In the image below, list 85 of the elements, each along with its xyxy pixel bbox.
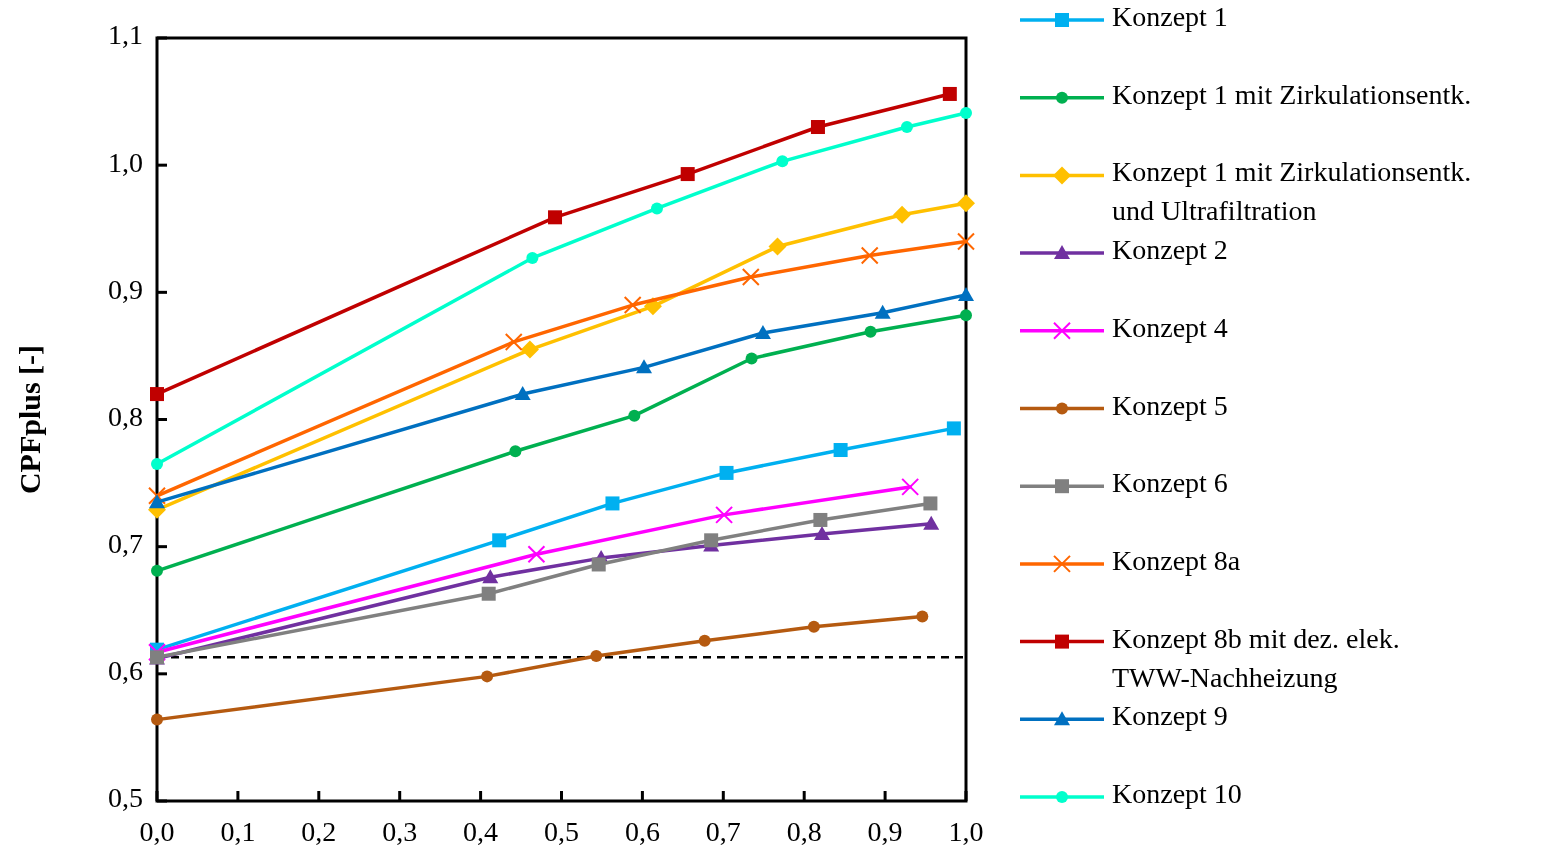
x-tick-label: 0,0 bbox=[139, 816, 175, 847]
legend-label: Konzept 6 bbox=[1112, 467, 1228, 499]
y-tick-label: 1,0 bbox=[108, 146, 143, 178]
y-axis-title: CPFplus [-] bbox=[13, 344, 46, 495]
point bbox=[481, 586, 496, 601]
point bbox=[704, 533, 719, 548]
x-tick-label: 0,5 bbox=[544, 816, 579, 847]
point bbox=[754, 325, 771, 340]
point bbox=[548, 210, 563, 225]
legend-label: Konzept 4 bbox=[1112, 312, 1228, 344]
legend-label: Konzept 1 mit Zirkulationsentk. bbox=[1112, 79, 1472, 111]
x-tick-label: 1,0 bbox=[948, 816, 984, 847]
point bbox=[957, 194, 975, 213]
point bbox=[698, 634, 711, 647]
point bbox=[958, 286, 974, 301]
point bbox=[923, 515, 940, 530]
x-tick-label: 0,8 bbox=[786, 816, 822, 847]
point bbox=[814, 525, 830, 540]
x-tick-label: 0,6 bbox=[624, 816, 660, 847]
point bbox=[860, 246, 879, 265]
x-tick-label: 0,3 bbox=[382, 816, 418, 847]
point bbox=[623, 296, 642, 315]
legend-label: Konzept 2 bbox=[1112, 234, 1228, 266]
point bbox=[942, 86, 957, 101]
point bbox=[960, 107, 972, 120]
y-tick-label: 0,6 bbox=[108, 655, 143, 687]
point bbox=[520, 340, 539, 359]
point bbox=[874, 304, 891, 319]
point bbox=[715, 505, 734, 524]
y-tick-label: 0,9 bbox=[108, 273, 143, 305]
point bbox=[807, 620, 820, 633]
point bbox=[923, 496, 938, 511]
x-tick-label: 0,1 bbox=[220, 816, 256, 847]
point bbox=[650, 202, 663, 215]
point bbox=[151, 713, 163, 726]
legend-label: Konzept 8a bbox=[1112, 545, 1241, 577]
point bbox=[833, 443, 848, 458]
legend-label: Konzept 9 bbox=[1112, 700, 1228, 732]
point bbox=[768, 237, 787, 256]
legend-label: Konzept 5 bbox=[1112, 389, 1228, 421]
point bbox=[745, 352, 758, 365]
point bbox=[893, 205, 912, 224]
x-tick-label: 0,4 bbox=[463, 816, 499, 847]
x-tick-label: 0,2 bbox=[301, 816, 337, 847]
point bbox=[151, 564, 163, 577]
point bbox=[150, 387, 164, 402]
point bbox=[628, 409, 641, 422]
point bbox=[605, 496, 620, 511]
point bbox=[741, 268, 760, 287]
point bbox=[514, 386, 531, 401]
point bbox=[719, 465, 734, 480]
point bbox=[901, 477, 920, 496]
point bbox=[636, 359, 653, 374]
point bbox=[527, 545, 546, 564]
legend-label: Konzept 1 bbox=[1112, 1, 1228, 33]
legend-label: Konzept 10 bbox=[1112, 778, 1242, 810]
point bbox=[810, 120, 825, 135]
y-tick-label: 1,1 bbox=[108, 19, 143, 51]
x-tick-label: 0,9 bbox=[867, 816, 903, 847]
y-tick-label: 0,5 bbox=[108, 782, 143, 814]
point bbox=[151, 458, 163, 471]
point bbox=[482, 569, 499, 584]
point bbox=[149, 494, 165, 509]
point bbox=[148, 486, 166, 505]
point bbox=[776, 155, 789, 168]
point bbox=[526, 252, 539, 264]
point bbox=[813, 512, 828, 527]
point bbox=[591, 557, 606, 572]
point bbox=[590, 650, 603, 663]
point bbox=[916, 610, 929, 623]
point bbox=[960, 309, 972, 322]
point bbox=[900, 121, 913, 134]
y-tick-label: 0,8 bbox=[108, 400, 143, 432]
point bbox=[481, 670, 494, 683]
point bbox=[864, 325, 877, 338]
point bbox=[680, 167, 695, 182]
x-tick-label: 0,7 bbox=[705, 816, 741, 847]
legend-label: Konzept 1 mit Zirkulationsentk. und Ultrafiltration bbox=[1112, 156, 1472, 227]
point bbox=[504, 332, 523, 351]
point bbox=[946, 421, 961, 436]
point bbox=[957, 232, 975, 251]
point bbox=[509, 445, 522, 458]
legend-label: Konzept 8b mit dez. elek. TWW-Nachheizung bbox=[1112, 623, 1400, 694]
y-tick-label: 0,7 bbox=[108, 528, 143, 560]
point bbox=[492, 533, 507, 548]
